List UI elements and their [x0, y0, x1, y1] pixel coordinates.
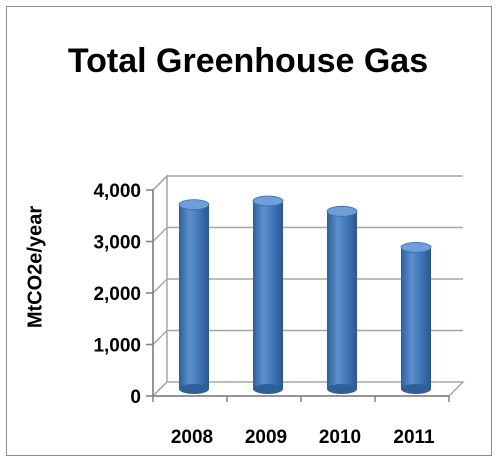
gridline-side — [152, 278, 168, 294]
bar-body — [179, 204, 209, 389]
x-axis-ticks: 2008 2009 2010 2011 — [152, 395, 450, 448]
x-tick-label: 2009 — [245, 427, 287, 448]
y-tick-label: 1,000 — [93, 336, 141, 357]
x-tick-label: 2010 — [319, 427, 361, 448]
bar-body — [253, 201, 283, 389]
bar — [252, 195, 284, 394]
bar-base — [401, 384, 431, 394]
bar-body — [401, 247, 431, 389]
bar — [326, 205, 358, 394]
bar-base — [179, 384, 209, 394]
x-tick-label: 2011 — [393, 427, 435, 448]
bar-top — [252, 195, 284, 207]
bar-body — [327, 211, 357, 389]
y-axis-ticks: 0 1,000 2,000 3,000 4,000 — [93, 181, 154, 408]
y-tick-label: 2,000 — [93, 284, 141, 305]
bar-top — [400, 241, 432, 253]
bar — [400, 241, 432, 394]
bar-base — [327, 384, 357, 394]
bar — [178, 199, 210, 394]
y-tick-label: 0 — [130, 387, 141, 408]
bar-top — [326, 205, 358, 217]
gridline-side — [152, 329, 168, 346]
chart-title: Total Greenhouse Gas — [67, 42, 429, 80]
gridline-side — [152, 226, 168, 243]
x-tick-label: 2008 — [171, 427, 213, 448]
y-tick-label: 4,000 — [93, 181, 141, 202]
gridline-side — [152, 175, 168, 191]
bar-base — [253, 384, 283, 394]
bar-top — [178, 199, 210, 211]
bars — [178, 195, 432, 394]
y-tick-label: 3,000 — [93, 233, 141, 254]
